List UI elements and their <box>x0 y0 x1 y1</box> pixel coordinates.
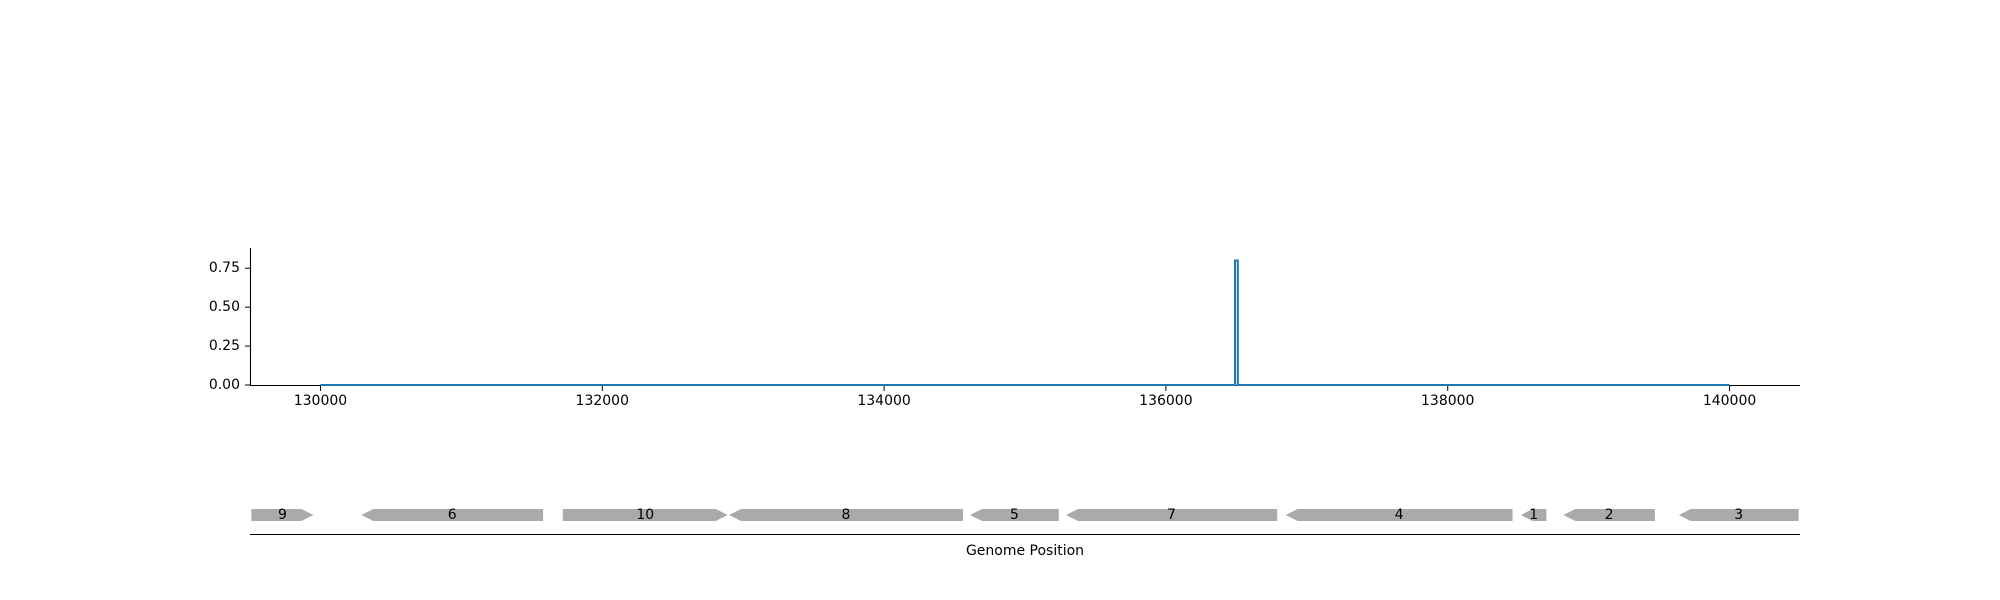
gene-arrow <box>251 509 314 521</box>
gene-arrow <box>970 509 1059 521</box>
gene-arrow <box>1065 509 1278 521</box>
gene-label: 7 <box>1167 507 1176 523</box>
x-tick-label: 130000 <box>294 393 347 409</box>
gene-label: 4 <box>1395 507 1404 523</box>
gene-label: 1 <box>1529 507 1538 523</box>
gene-label: 8 <box>842 507 851 523</box>
gene-label: 3 <box>1734 507 1743 523</box>
gene-arrow <box>1521 509 1547 521</box>
x-tick-label: 132000 <box>576 393 629 409</box>
y-tick-label: 0.75 <box>209 260 240 276</box>
gene-track: 9 6 10 8 5 7 4 1 2 3 Genome Position <box>250 507 1800 559</box>
x-tick-label: 140000 <box>1703 393 1756 409</box>
gene-label: 10 <box>636 507 654 523</box>
gene-label: 6 <box>448 507 457 523</box>
gene-label: 9 <box>278 507 287 523</box>
y-tick-group: 0.00 0.25 0.50 0.75 <box>209 260 250 393</box>
x-tick-label: 134000 <box>857 393 910 409</box>
gene-arrow <box>562 509 728 521</box>
gene-arrow <box>729 509 963 521</box>
gene-label: 2 <box>1605 507 1614 523</box>
x-tick-label: 138000 <box>1421 393 1474 409</box>
gene-arrow <box>1285 509 1513 521</box>
coverage-series-line <box>320 259 1730 386</box>
gene-arrow <box>1678 509 1799 521</box>
gene-arrow <box>361 509 544 521</box>
x-tick-label: 136000 <box>1139 393 1192 409</box>
series-layer <box>320 259 1730 386</box>
gene-arrow <box>1563 509 1655 521</box>
gene-label: 5 <box>1010 507 1019 523</box>
y-tick-label: 0.50 <box>209 299 240 315</box>
gene-track-x-axis-label: Genome Position <box>966 543 1084 559</box>
coverage-plot: 0.00 0.25 0.50 0.75 130000 132000 134000 13600… <box>209 248 1800 409</box>
x-tick-group: 130000 132000 134000 136000 138000 140000 <box>294 386 1756 409</box>
gene-group: 9 6 10 8 5 7 4 1 2 3 <box>251 507 1799 523</box>
y-tick-label: 0.00 <box>209 377 240 393</box>
y-tick-label: 0.25 <box>209 338 240 354</box>
